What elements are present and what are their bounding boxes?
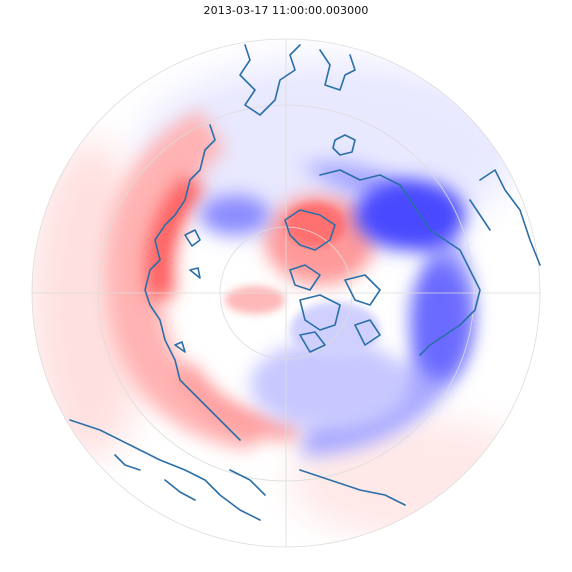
coast-north-greenland <box>239 44 356 116</box>
gridlines <box>31 38 541 548</box>
plot-title: 2013-03-17 11:00:00.003000 <box>203 4 369 17</box>
red-arc-south <box>170 365 300 440</box>
anomaly-field <box>32 60 540 540</box>
blue-west-patch <box>200 195 270 235</box>
coast-iceland <box>332 134 356 156</box>
coast-arctic-islands <box>284 209 381 353</box>
red-south-lobe <box>225 286 285 314</box>
blue-core-northeast <box>355 180 465 250</box>
red-core-west <box>146 175 205 300</box>
blue-south-ring <box>250 340 410 430</box>
blue-inner-ring <box>290 302 380 358</box>
coast-west-arc <box>144 124 241 441</box>
coast-west-islands <box>174 229 201 353</box>
coastlines <box>69 44 541 521</box>
coast-bottom-left <box>114 454 196 501</box>
red-arc-west <box>105 110 271 450</box>
coast-east-arc <box>319 169 481 356</box>
coast-bottom-alaska <box>69 419 406 521</box>
coast-far-east <box>469 169 541 266</box>
red-center-core <box>285 203 345 247</box>
